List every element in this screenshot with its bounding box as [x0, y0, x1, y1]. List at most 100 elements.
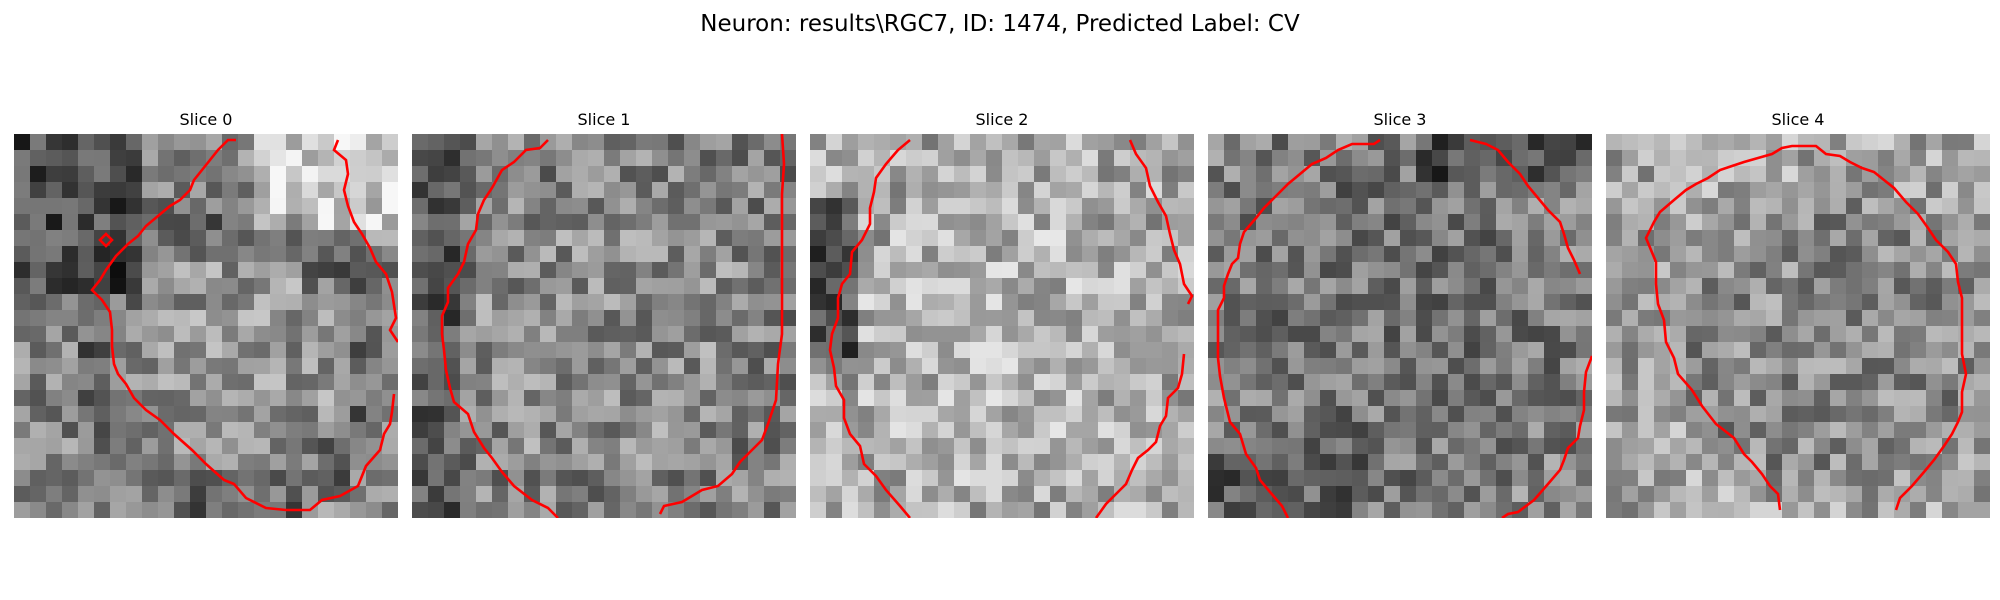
pixel	[700, 422, 717, 439]
pixel	[174, 486, 191, 503]
pixel	[428, 390, 445, 407]
pixel	[1082, 134, 1099, 151]
pixel	[652, 166, 669, 183]
pixel	[1082, 230, 1099, 247]
pixel	[1926, 502, 1943, 518]
pixel	[1480, 438, 1497, 455]
pixel	[1448, 198, 1465, 215]
pixel	[1910, 438, 1927, 455]
pixel	[636, 230, 653, 247]
pixel	[1638, 438, 1655, 455]
pixel	[890, 374, 907, 391]
pixel	[1544, 502, 1561, 518]
pixel	[1224, 310, 1241, 327]
pixel	[190, 150, 207, 167]
pixel	[1496, 454, 1513, 471]
pixel	[1384, 278, 1401, 295]
pixel	[764, 262, 781, 279]
pixel	[366, 182, 383, 199]
pixel	[270, 262, 287, 279]
pixel	[350, 294, 367, 311]
pixel	[780, 294, 796, 311]
pixel	[1368, 262, 1385, 279]
pixel	[1576, 134, 1592, 151]
pixel	[1272, 150, 1289, 167]
pixel	[1146, 246, 1163, 263]
pixel	[572, 358, 589, 375]
pixel	[1974, 214, 1990, 231]
pixel	[444, 358, 461, 375]
pixel	[1098, 310, 1115, 327]
pixel	[700, 294, 717, 311]
pixel	[1288, 182, 1305, 199]
pixel	[986, 406, 1003, 423]
pixel	[1670, 166, 1687, 183]
pixel	[604, 454, 621, 471]
pixel	[1974, 310, 1990, 327]
pixel	[1544, 438, 1561, 455]
pixel	[110, 422, 127, 439]
pixel	[1464, 454, 1481, 471]
pixel	[222, 166, 239, 183]
pixel	[254, 214, 271, 231]
figure-title: Neuron: results\RGC7, ID: 1474, Predicte…	[700, 11, 1300, 37]
pixel	[1718, 342, 1735, 359]
pixel	[190, 246, 207, 263]
pixel	[1464, 246, 1481, 263]
pixel	[174, 358, 191, 375]
pixel	[1272, 262, 1289, 279]
pixel	[1352, 294, 1369, 311]
pixel	[716, 486, 733, 503]
pixel	[1066, 278, 1083, 295]
pixel	[508, 230, 525, 247]
pixel	[732, 294, 749, 311]
pixel	[1718, 246, 1735, 263]
pixel	[302, 486, 319, 503]
pixel	[1320, 358, 1337, 375]
pixel	[572, 198, 589, 215]
pixel	[588, 262, 605, 279]
pixel	[190, 326, 207, 343]
pixel	[350, 374, 367, 391]
pixel	[334, 390, 351, 407]
pixel	[732, 438, 749, 455]
pixel	[970, 374, 987, 391]
pixel	[1606, 502, 1623, 518]
pixel	[732, 278, 749, 295]
pixel	[94, 358, 111, 375]
pixel	[1910, 278, 1927, 295]
pixel	[636, 214, 653, 231]
pixel	[1830, 486, 1847, 503]
pixel	[938, 198, 955, 215]
pixel	[190, 182, 207, 199]
pixel	[174, 342, 191, 359]
pixel	[1750, 374, 1767, 391]
pixel	[302, 454, 319, 471]
pixel	[858, 310, 875, 327]
pixel	[986, 134, 1003, 151]
pixel	[1416, 438, 1433, 455]
pixel	[906, 438, 923, 455]
pixel	[1018, 262, 1035, 279]
pixel	[604, 358, 621, 375]
pixel	[1830, 214, 1847, 231]
pixel	[986, 326, 1003, 343]
pixel	[1050, 182, 1067, 199]
pixel	[1050, 294, 1067, 311]
pixel	[94, 214, 111, 231]
pixel	[318, 166, 335, 183]
pixel	[716, 502, 733, 518]
pixel	[1288, 326, 1305, 343]
pixel	[716, 390, 733, 407]
pixel	[1654, 230, 1671, 247]
pixel	[1050, 502, 1067, 518]
pixel	[1670, 470, 1687, 487]
pixel	[366, 310, 383, 327]
pixel	[1368, 150, 1385, 167]
pixel	[1622, 230, 1639, 247]
pixel	[1464, 438, 1481, 455]
pixel	[1638, 390, 1655, 407]
pixel	[1528, 182, 1545, 199]
pixel	[748, 182, 765, 199]
pixel	[1734, 326, 1751, 343]
